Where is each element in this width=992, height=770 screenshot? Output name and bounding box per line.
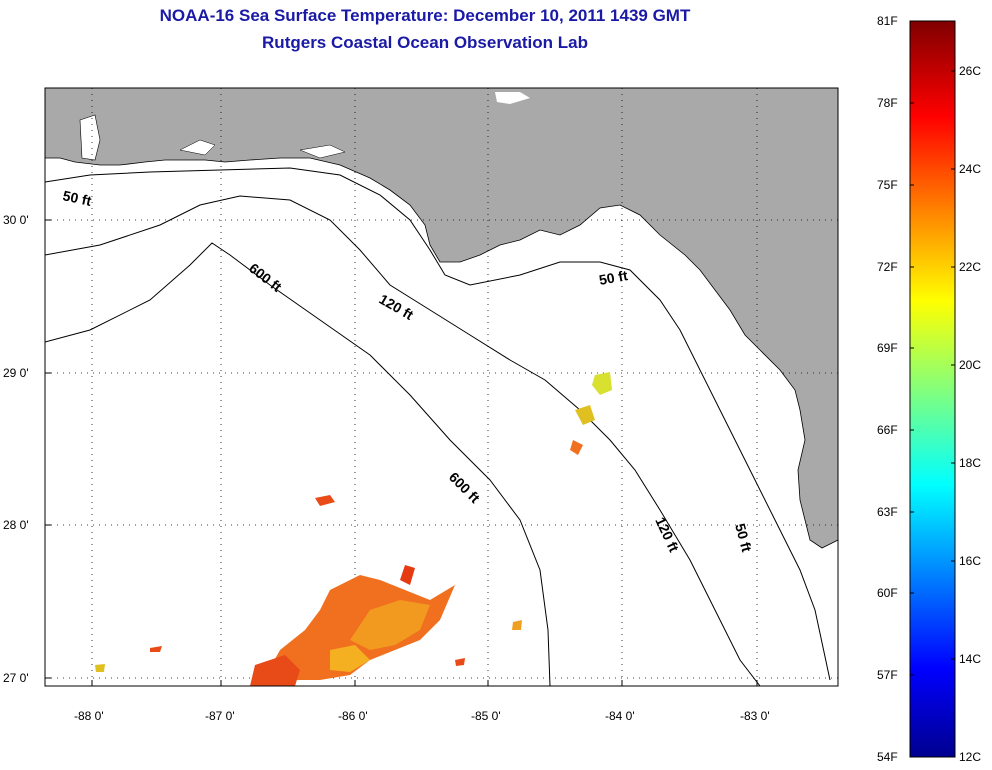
lon-label-87: -87 0' (205, 709, 235, 723)
lon-label-86: -86 0' (338, 709, 368, 723)
contour-600ft (45, 242, 551, 686)
cb-f-69: 69F (877, 341, 898, 355)
cb-c-16: 16C (959, 554, 981, 568)
cb-f-66: 66F (877, 423, 898, 437)
cb-f-78: 78F (877, 96, 898, 110)
contour-50ft (45, 167, 831, 681)
cb-f-72: 72F (877, 260, 898, 274)
cb-c-24: 24C (959, 162, 981, 176)
map-subtitle: Rutgers Coastal Ocean Observation Lab (262, 33, 588, 52)
cb-f-81: 81F (877, 14, 898, 28)
contour-120ft (45, 195, 761, 686)
contour-label-50ft-south: 50 ft (732, 522, 755, 554)
map-title: NOAA-16 Sea Surface Temperature: Decembe… (159, 6, 691, 25)
lon-label-84: -84 0' (605, 709, 635, 723)
cb-c-22: 22C (959, 260, 981, 274)
cb-c-26: 26C (959, 64, 981, 78)
cb-c-14: 14C (959, 652, 981, 666)
lon-label-85: -85 0' (471, 709, 501, 723)
colorbar (909, 20, 956, 758)
lon-label-83: -83 0' (740, 709, 770, 723)
lat-label-30: 30 0' (3, 213, 29, 227)
cb-f-75: 75F (877, 178, 898, 192)
contour-label-50ft-west: 50 ft (61, 187, 93, 209)
cb-c-12: 12C (959, 750, 981, 764)
cb-c-20: 20C (959, 358, 981, 372)
cb-f-54: 54F (877, 750, 898, 764)
lat-label-27: 27 0' (3, 671, 29, 685)
lon-label-88: -88 0' (74, 709, 104, 723)
sst-patches (95, 372, 612, 686)
contour-label-50ft-east: 50 ft (598, 267, 629, 288)
cb-c-18: 18C (959, 456, 981, 470)
lat-label-29: 29 0' (3, 366, 29, 380)
lat-label-28: 28 0' (3, 518, 29, 532)
cb-f-57: 57F (877, 668, 898, 682)
map-border (44, 87, 839, 687)
land-mass (45, 88, 838, 549)
cb-f-60: 60F (877, 586, 898, 600)
cb-f-63: 63F (877, 505, 898, 519)
